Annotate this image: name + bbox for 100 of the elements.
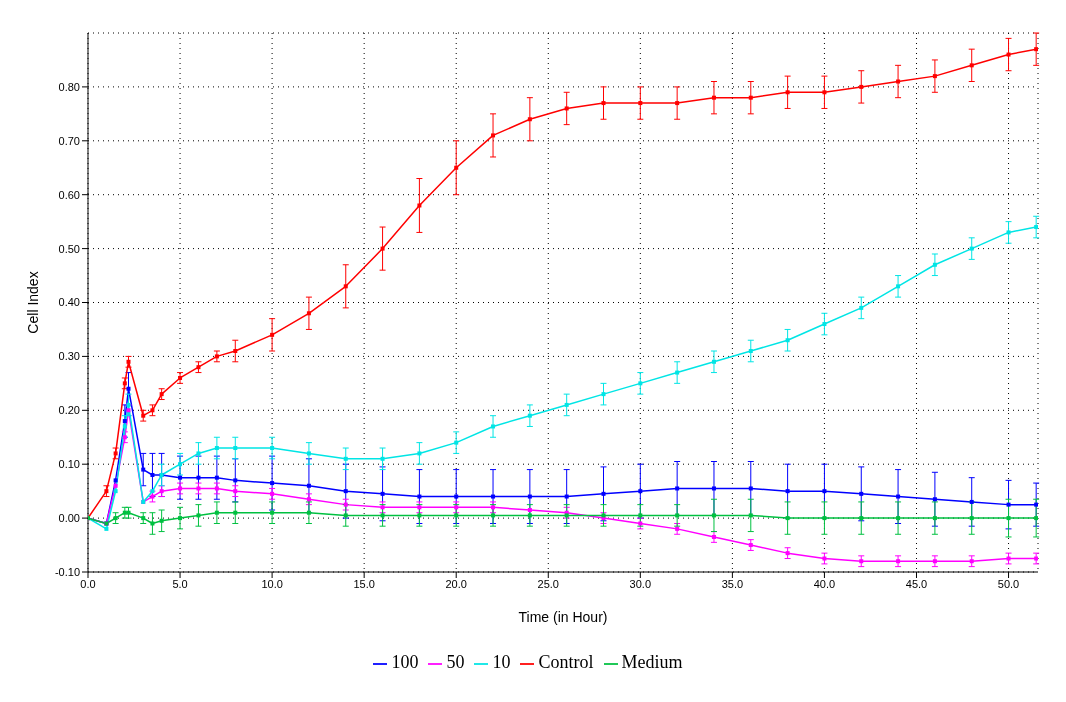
point <box>113 451 118 456</box>
legend-label: 10 <box>492 652 511 672</box>
point <box>113 478 118 483</box>
point <box>380 491 385 496</box>
point <box>104 489 109 494</box>
y-tick-label: 0.40 <box>58 296 80 309</box>
point <box>306 311 311 316</box>
point <box>159 489 164 494</box>
point <box>1034 556 1038 561</box>
point <box>638 489 643 494</box>
point <box>104 526 109 531</box>
point <box>270 491 275 496</box>
point <box>141 467 146 472</box>
point <box>711 486 716 491</box>
x-tick-label: 15.0 <box>353 577 375 590</box>
point <box>270 332 275 337</box>
point <box>748 349 753 354</box>
point <box>141 413 146 418</box>
point <box>527 117 532 122</box>
legend-label: 50 <box>446 652 465 672</box>
point <box>491 494 496 499</box>
point <box>196 365 201 370</box>
point <box>196 475 201 480</box>
point <box>122 381 127 386</box>
point <box>141 516 146 521</box>
point <box>343 284 348 289</box>
y-tick-label: 0.70 <box>58 134 80 147</box>
y-tick-label: 0.60 <box>58 188 80 201</box>
point <box>343 456 348 461</box>
legend-label: Control <box>538 652 594 672</box>
point <box>113 516 118 521</box>
point <box>178 375 183 380</box>
point <box>306 451 311 456</box>
point <box>675 370 680 375</box>
point <box>748 486 753 491</box>
x-axis-title: Time (in Hour) <box>518 609 608 625</box>
point <box>159 518 164 523</box>
point <box>113 489 118 494</box>
point <box>601 491 606 496</box>
point <box>113 483 118 488</box>
point <box>122 510 127 515</box>
point <box>896 284 901 289</box>
point <box>1006 556 1011 561</box>
x-tick-label: 45.0 <box>905 577 928 590</box>
point <box>969 63 974 68</box>
point <box>214 354 219 359</box>
point <box>306 483 311 488</box>
point <box>214 510 219 515</box>
x-tick-label: 10.0 <box>261 577 283 590</box>
point <box>126 408 131 413</box>
point <box>233 446 238 451</box>
point <box>638 381 643 386</box>
point <box>1006 52 1011 57</box>
point <box>1034 47 1038 52</box>
point <box>126 359 131 364</box>
point <box>491 424 496 429</box>
point <box>1006 502 1011 507</box>
y-tick-label: 0.00 <box>58 512 80 525</box>
point <box>454 440 459 445</box>
point <box>896 559 901 564</box>
point <box>785 551 790 556</box>
y-tick-label: 0.10 <box>58 458 80 471</box>
point <box>932 559 937 564</box>
point <box>711 95 716 100</box>
point <box>1006 230 1011 235</box>
point <box>896 494 901 499</box>
point <box>491 133 496 138</box>
point <box>527 513 532 518</box>
x-tick-label: 0.0 <box>80 577 96 590</box>
point <box>214 475 219 480</box>
x-tick-label: 25.0 <box>537 577 559 590</box>
y-tick-label: -0.10 <box>54 565 80 578</box>
point <box>601 101 606 106</box>
point <box>969 559 974 564</box>
point <box>859 491 864 496</box>
point <box>178 462 183 467</box>
point <box>932 516 937 521</box>
point <box>270 446 275 451</box>
point <box>1034 516 1038 521</box>
point <box>178 486 183 491</box>
point <box>896 79 901 84</box>
point <box>233 489 238 494</box>
point <box>196 486 201 491</box>
point <box>126 510 131 515</box>
point <box>196 513 201 518</box>
point <box>150 521 155 526</box>
point <box>675 101 680 106</box>
point <box>122 419 127 424</box>
point <box>638 101 643 106</box>
point <box>454 494 459 499</box>
point <box>150 472 155 477</box>
y-tick-label: 0.30 <box>58 350 80 363</box>
point <box>454 165 459 170</box>
point <box>932 262 937 267</box>
point <box>417 494 422 499</box>
point <box>822 556 827 561</box>
x-tick-label: 5.0 <box>172 577 188 590</box>
x-tick-label: 20.0 <box>445 577 467 590</box>
point <box>150 408 155 413</box>
x-tick-label: 30.0 <box>629 577 652 590</box>
